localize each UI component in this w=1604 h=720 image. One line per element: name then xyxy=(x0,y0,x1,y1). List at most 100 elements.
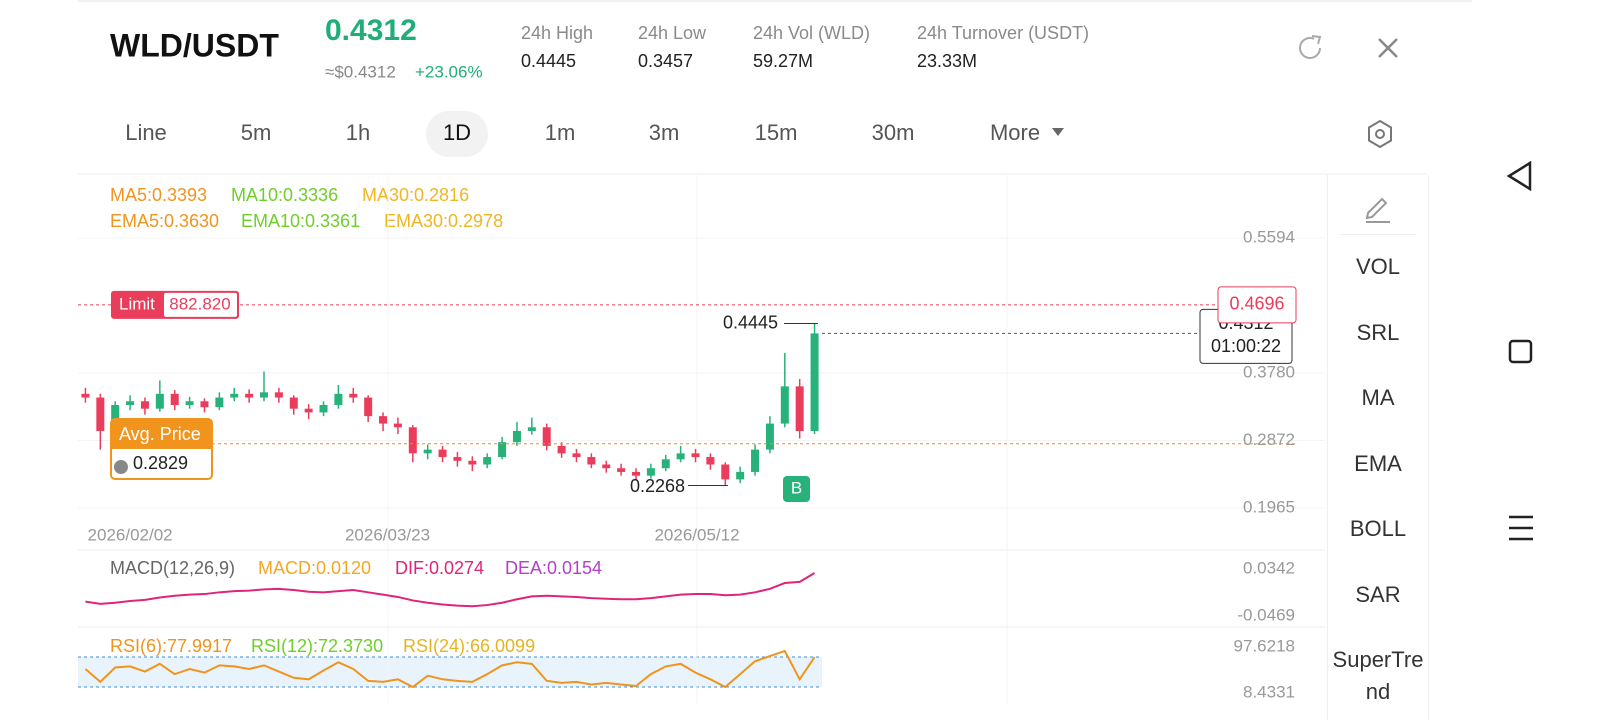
candle-body xyxy=(423,449,432,454)
tab[interactable]: 30m xyxy=(872,120,915,145)
avg-price-value: 0.2829 xyxy=(133,453,188,473)
legend-text: RSI(12):72.3730 xyxy=(251,636,383,656)
candle-body xyxy=(632,471,640,476)
candle-body xyxy=(96,397,105,432)
nav-back[interactable] xyxy=(1506,160,1532,192)
candle-body xyxy=(200,401,209,408)
legend-text: EMA10:0.3361 xyxy=(241,211,360,231)
tab[interactable]: 1h xyxy=(346,120,370,145)
x-tick-label: 2026/05/12 xyxy=(654,525,739,544)
settings-icon[interactable] xyxy=(1368,119,1392,149)
candle-body xyxy=(260,392,268,398)
limit-amount: 882.820 xyxy=(169,294,230,313)
tab[interactable]: 1m xyxy=(545,120,576,145)
tab[interactable]: 15m xyxy=(755,120,798,145)
candle-body xyxy=(453,457,462,461)
candle-body xyxy=(751,449,760,472)
indicator-panel: VOL SRL MA EMA BOLL SAR SuperTrend xyxy=(1327,175,1429,720)
avg-price-head xyxy=(111,419,212,449)
y-tick-label: 0.2872 xyxy=(1243,430,1295,449)
candle-body xyxy=(140,401,149,409)
indicator[interactable]: MA xyxy=(1361,385,1395,410)
rsi-line xyxy=(84,649,816,689)
candle-body xyxy=(155,393,164,409)
legend-text: RSI(6):77.9917 xyxy=(110,636,232,656)
indicator[interactable]: SuperTrend xyxy=(1332,647,1424,704)
indicator[interactable]: VOL xyxy=(1355,254,1401,279)
rsi-band xyxy=(78,657,822,687)
indicator[interactable]: SRL xyxy=(1356,319,1400,345)
candle-body xyxy=(126,401,135,405)
y-tick-label: 0.5594 xyxy=(1243,228,1295,247)
tab[interactable]: 3m xyxy=(649,120,680,145)
legend-text: DIF:0.0274 xyxy=(395,558,484,578)
limit-price-box xyxy=(1217,286,1297,324)
dropdown-arrow xyxy=(1052,128,1064,136)
pair: WLD/USDT xyxy=(110,27,279,63)
candle-body xyxy=(438,449,447,458)
y-tick-label: -0.0469 xyxy=(1237,606,1295,625)
candle-body xyxy=(230,393,239,398)
tab[interactable]: Line xyxy=(125,120,167,145)
candle-body xyxy=(736,471,745,480)
legend-text: EMA5:0.3630 xyxy=(110,211,219,231)
indicator[interactable]: SAR xyxy=(1355,581,1401,607)
candle-body xyxy=(185,401,194,405)
tab[interactable]: More xyxy=(990,120,1040,145)
high-marker: 0.4445 xyxy=(723,312,778,332)
close-icon[interactable] xyxy=(1378,38,1398,58)
candle-body xyxy=(498,442,507,458)
legend-text: DEA:0.0154 xyxy=(505,558,602,578)
tab[interactable]: 5m xyxy=(241,120,272,145)
legend-text: RSI(24):66.0099 xyxy=(403,636,535,656)
candle-body xyxy=(587,457,596,465)
refresh-icon[interactable] xyxy=(1299,35,1322,59)
y-tick-label: 8.4331 xyxy=(1243,682,1295,701)
stat-label: 24h Turnover (USDT) xyxy=(917,23,1089,43)
legend-text: MACD(12,26,9) xyxy=(110,558,235,578)
stat-label: 24h Low xyxy=(638,23,707,43)
legend-text: MACD:0.0120 xyxy=(258,558,371,578)
candle-body xyxy=(170,393,179,405)
price: 0.4312 xyxy=(325,14,417,47)
countdown: 01:00:22 xyxy=(1211,336,1281,356)
stat-value: 23.33M xyxy=(917,51,977,71)
limit-label: Limit xyxy=(119,294,155,313)
nav-home[interactable] xyxy=(1508,339,1533,364)
avg-price-label: Avg. Price xyxy=(119,424,201,444)
candle-body xyxy=(676,453,685,460)
candle-body xyxy=(706,457,715,465)
candle-body xyxy=(721,464,730,480)
indicator[interactable]: BOLL xyxy=(1349,516,1407,541)
y-tick-label: 0.3780 xyxy=(1243,362,1295,381)
draw-icon[interactable] xyxy=(1328,185,1428,235)
nav-menu[interactable] xyxy=(1509,515,1533,541)
limit-price-label: 0.4696 xyxy=(1229,294,1284,314)
y-tick-label: 0.0342 xyxy=(1243,559,1295,578)
legend-text: EMA30:0.2978 xyxy=(384,211,503,231)
y-tick-label: 0.1965 xyxy=(1243,498,1295,517)
coin-icon xyxy=(114,460,128,474)
legend-text: MA10:0.3336 xyxy=(231,185,338,205)
y-tick-label: 97.6218 xyxy=(1234,636,1295,655)
candle-body xyxy=(215,397,224,408)
candle-body xyxy=(542,427,551,446)
x-tick-label: 2026/03/23 xyxy=(345,525,430,544)
change: +23.06% xyxy=(415,62,483,81)
candle-body xyxy=(617,468,626,472)
candle-body xyxy=(483,457,492,465)
stat-value: 0.3457 xyxy=(638,51,693,71)
candle-body xyxy=(512,431,521,443)
candle-body xyxy=(408,427,417,454)
candle-body xyxy=(557,445,566,454)
legend-text: MA5:0.3393 xyxy=(110,185,207,205)
stat-value: 0.4445 xyxy=(521,51,576,71)
candle-body xyxy=(379,416,388,424)
candle-body xyxy=(810,333,819,432)
signal-badge xyxy=(783,476,810,502)
tab[interactable]: 1D xyxy=(443,120,471,145)
indicator[interactable]: EMA xyxy=(1354,450,1402,476)
candle-body xyxy=(602,464,611,469)
x-tick-label: 2026/02/02 xyxy=(88,525,173,544)
